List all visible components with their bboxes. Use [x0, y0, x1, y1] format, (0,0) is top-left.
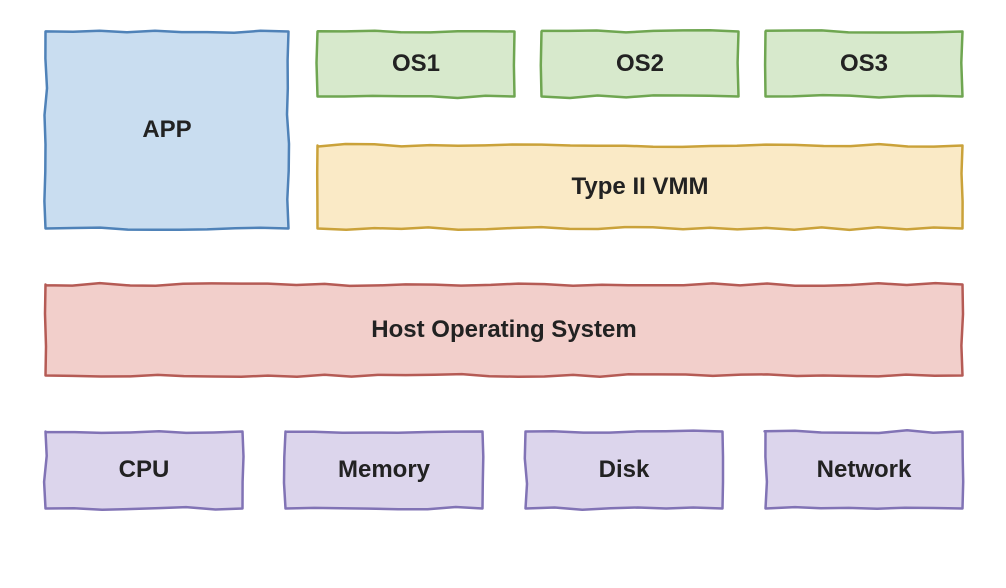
- memory-label: Memory: [332, 456, 436, 484]
- app-label: APP: [136, 116, 197, 144]
- app-box: APP: [44, 30, 290, 230]
- os2-box: OS2: [540, 30, 740, 98]
- os3-box: OS3: [764, 30, 964, 98]
- vmm-architecture-diagram: APP OS1 OS2 OS3 Type II VMM Host Operati…: [0, 0, 1006, 588]
- vmm-label: Type II VMM: [566, 173, 715, 201]
- os3-label: OS3: [834, 50, 894, 78]
- os2-label: OS2: [610, 50, 670, 78]
- network-label: Network: [811, 456, 918, 484]
- cpu-box: CPU: [44, 430, 244, 510]
- cpu-label: CPU: [113, 456, 176, 484]
- network-box: Network: [764, 430, 964, 510]
- memory-box: Memory: [284, 430, 484, 510]
- vmm-box: Type II VMM: [316, 144, 964, 230]
- host-os-box: Host Operating System: [44, 283, 964, 377]
- os1-label: OS1: [386, 50, 446, 78]
- disk-box: Disk: [524, 430, 724, 510]
- host-os-label: Host Operating System: [365, 316, 642, 344]
- os1-box: OS1: [316, 30, 516, 98]
- disk-label: Disk: [593, 456, 656, 484]
